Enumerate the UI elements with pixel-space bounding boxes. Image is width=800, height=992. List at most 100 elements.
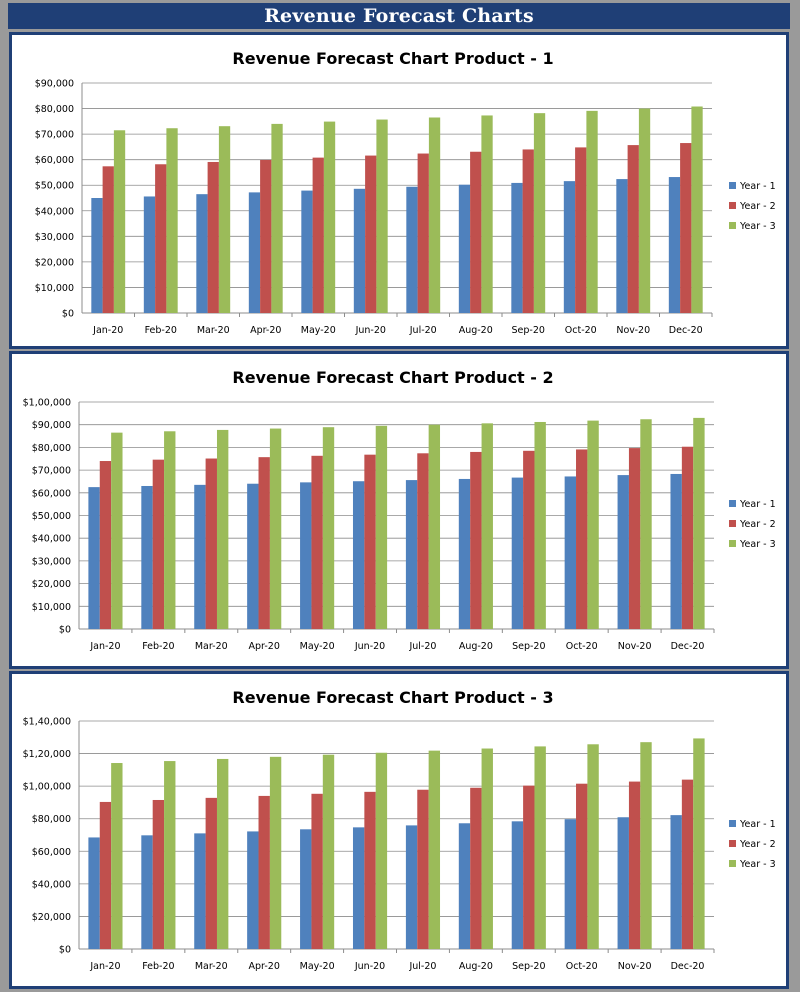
bar-year-3	[271, 123, 283, 313]
bar-year-1	[511, 821, 524, 949]
bar-year-2	[628, 448, 641, 629]
y-tick-label: $20,000	[32, 912, 71, 923]
bar-year-2	[523, 450, 535, 629]
bar-year-1	[247, 831, 259, 949]
bar-year-3	[428, 117, 441, 313]
y-tick-label: $60,000	[32, 847, 71, 858]
legend-swatch	[729, 202, 736, 209]
bar-year-1	[670, 815, 682, 949]
bar-year-1	[458, 478, 471, 629]
bar-year-3	[534, 746, 546, 949]
bar-year-2	[205, 797, 217, 949]
y-tick-label: $80,000	[32, 443, 71, 454]
y-tick-label: $0	[62, 309, 74, 320]
chart-panel-product-2: Revenue Forecast Chart Product - 2 $0 $10,…	[9, 351, 789, 669]
bar-year-1	[670, 473, 682, 629]
bar-year-3	[113, 130, 126, 313]
page-header: Revenue Forecast Charts	[8, 3, 790, 29]
bar-year-3	[428, 750, 441, 949]
chart-panel-product-1: Revenue Forecast Chart Product - 1 $0 $10,…	[9, 32, 789, 349]
bar-year-1	[405, 825, 418, 949]
chart-product-2: Revenue Forecast Chart Product - 2 $0 $10,…	[23, 368, 776, 652]
bar-year-2	[680, 143, 692, 313]
bar-year-1	[616, 179, 628, 313]
bar-year-3	[481, 748, 493, 949]
bar-year-1	[247, 483, 259, 629]
bar-year-1	[248, 192, 261, 313]
bar-year-3	[323, 121, 336, 313]
bar-year-2	[152, 459, 165, 629]
x-tick-label: Mar-20	[197, 325, 230, 336]
bar-year-1	[405, 480, 418, 629]
legend-label: Year - 2	[739, 519, 776, 530]
legend-swatch	[729, 840, 736, 847]
bar-year-2	[522, 149, 534, 313]
bar-year-3	[693, 417, 705, 629]
bar-year-2	[99, 461, 112, 629]
chart-title: Revenue Forecast Chart Product - 3	[232, 688, 553, 707]
bar-year-3	[533, 113, 546, 314]
y-tick-label: $10,000	[35, 283, 74, 294]
bar-year-3	[218, 126, 231, 313]
bar-year-2	[99, 801, 112, 949]
legend-swatch	[729, 820, 736, 827]
bar-year-3	[216, 429, 229, 629]
bar-year-3	[481, 423, 493, 629]
x-tick-label: Feb-20	[142, 641, 174, 652]
y-tick-label: $20,000	[35, 257, 74, 268]
x-tick-label: Sep-20	[512, 641, 545, 652]
bar-year-3	[376, 119, 388, 314]
legend-label: Year - 1	[739, 181, 776, 192]
bar-year-3	[587, 744, 599, 949]
bar-year-2	[365, 155, 377, 313]
legend-swatch	[729, 500, 736, 507]
chart-title: Revenue Forecast Chart Product - 2	[232, 368, 553, 387]
bar-year-2	[258, 795, 270, 949]
bar-year-3	[640, 742, 652, 949]
y-tick-label: $80,000	[35, 104, 74, 115]
bar-year-2	[417, 153, 429, 313]
bar-year-2	[205, 458, 217, 629]
bar-year-1	[91, 198, 103, 313]
bar-year-2	[681, 779, 694, 949]
bar-year-2	[364, 791, 376, 949]
y-tick-label: $1,00,000	[23, 782, 71, 793]
bar-year-1	[352, 481, 365, 629]
bar-year-1	[511, 182, 523, 313]
bar-year-1	[563, 181, 576, 313]
y-tick-label: $60,000	[32, 488, 71, 499]
bar-year-1	[141, 835, 153, 949]
x-tick-label: Jan-20	[92, 325, 123, 336]
x-tick-label: Oct-20	[565, 325, 597, 336]
x-tick-label: Feb-20	[142, 961, 174, 972]
bar-year-1	[194, 484, 206, 629]
x-tick-label: Nov-20	[618, 961, 652, 972]
bar-year-1	[668, 177, 681, 313]
x-tick-label: Nov-20	[618, 641, 652, 652]
bar-year-1	[301, 190, 313, 313]
y-tick-label: $30,000	[35, 232, 74, 243]
y-tick-label: $1,20,000	[23, 749, 71, 760]
y-tick-label: $40,000	[32, 534, 71, 545]
x-tick-label: Jan-20	[89, 961, 120, 972]
bar-year-3	[375, 425, 388, 629]
y-tick-label: $20,000	[32, 579, 71, 590]
bar-year-2	[417, 789, 429, 949]
bar-year-3	[269, 428, 282, 629]
bar-year-3	[587, 420, 599, 629]
y-tick-label: $50,000	[35, 181, 74, 192]
x-tick-label: May-20	[300, 961, 335, 972]
bar-year-2	[152, 799, 165, 949]
bar-year-1	[564, 476, 577, 629]
bar-year-1	[406, 186, 418, 313]
chart-product-1: Revenue Forecast Chart Product - 1 $0 $10,…	[35, 49, 776, 336]
bar-year-3	[428, 424, 441, 629]
bar-year-3	[166, 128, 178, 313]
bar-year-3	[638, 108, 651, 313]
bar-year-2	[470, 151, 482, 313]
legend-label: Year - 2	[739, 839, 776, 850]
x-tick-label: Sep-20	[512, 325, 545, 336]
legend-swatch	[729, 860, 736, 867]
bar-year-3	[164, 761, 176, 949]
bar-year-2	[311, 793, 323, 949]
